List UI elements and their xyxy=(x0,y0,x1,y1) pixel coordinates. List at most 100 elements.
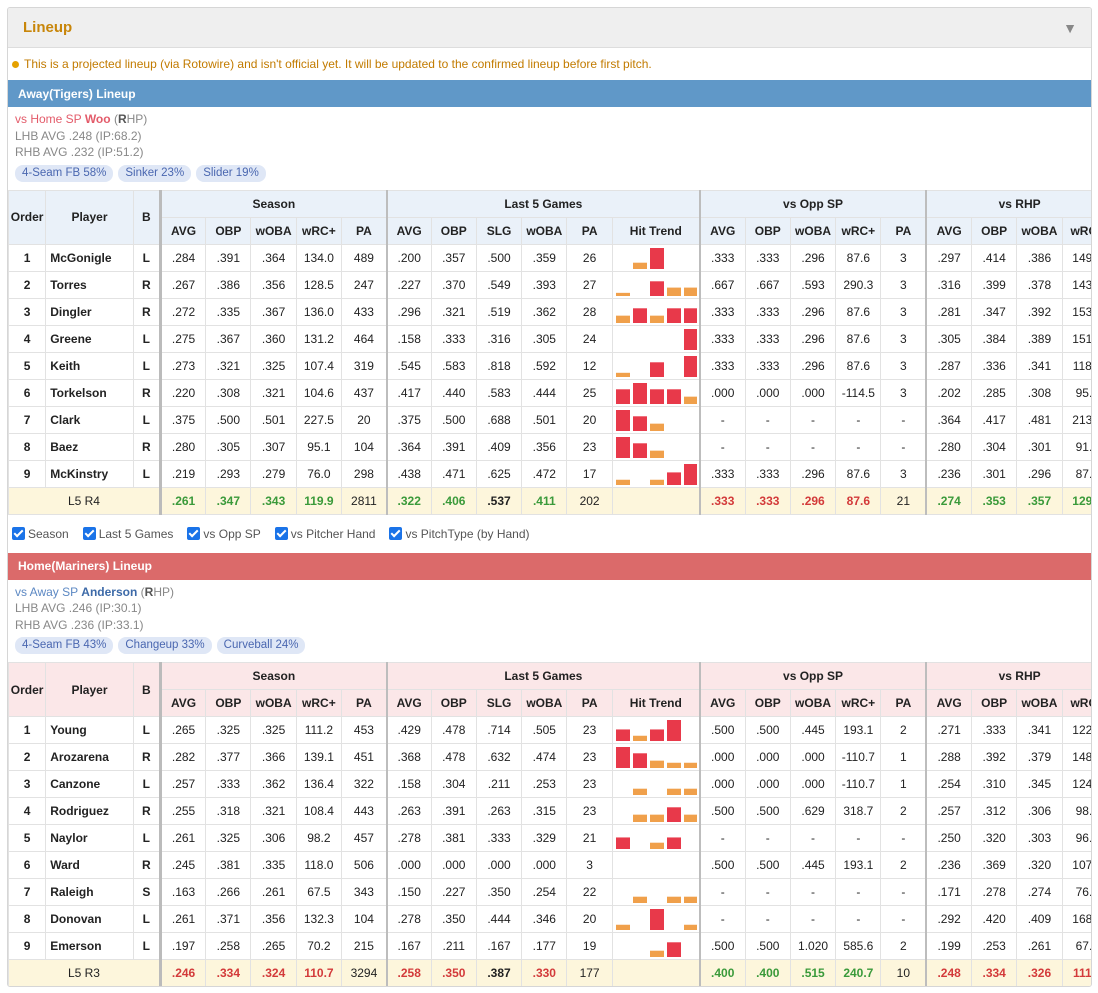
hit-trend-chart xyxy=(615,837,681,849)
player-name-link[interactable]: Baez xyxy=(45,432,134,461)
sp-vs-label: vs Home SP xyxy=(15,112,82,126)
pitch-pill[interactable]: Slider 19% xyxy=(196,164,266,182)
panel-header[interactable]: Lineup ▼ xyxy=(8,8,1091,48)
checkbox-checked-icon[interactable] xyxy=(389,527,403,540)
player-name-link[interactable]: Young xyxy=(45,716,134,744)
hand-col-header[interactable]: wRC+ xyxy=(1061,216,1091,245)
hand-col-header[interactable]: AVG xyxy=(925,216,973,245)
hand-col-header[interactable]: wRC+ xyxy=(1061,689,1091,717)
season-col-header[interactable]: OBP xyxy=(205,689,252,717)
last5-col-header[interactable]: wOBA xyxy=(521,689,568,717)
player-name-link[interactable]: Arozarena xyxy=(45,743,134,771)
player-header[interactable]: Player xyxy=(45,662,134,717)
player-header[interactable]: Player xyxy=(45,189,134,245)
vs-hand-group-header: vs RHP xyxy=(925,662,1091,690)
last5-col-header[interactable]: PA xyxy=(566,216,613,245)
column-toggle[interactable]: vs PitchType (by Hand) xyxy=(389,527,530,541)
collapse-triangle-icon[interactable]: ▼ xyxy=(1063,19,1077,36)
player-name-link[interactable]: Emerson xyxy=(45,932,134,960)
last5-col-header[interactable]: AVG xyxy=(385,216,432,245)
order-header[interactable]: Order xyxy=(8,189,47,245)
opp-col-header[interactable]: OBP xyxy=(744,216,791,245)
column-toggle[interactable]: vs Pitcher Hand xyxy=(274,527,375,541)
hit-trend-cell xyxy=(611,716,701,744)
opp-col-header[interactable]: AVG xyxy=(698,689,746,717)
last5-col-header[interactable]: Hit Trend xyxy=(611,216,701,245)
season-col-header[interactable]: OBP xyxy=(205,216,252,245)
hit-trend-bar xyxy=(632,382,647,404)
opp-col-header[interactable]: OBP xyxy=(744,689,791,717)
hand-col-header[interactable]: OBP xyxy=(971,216,1018,245)
opp-col-header[interactable]: PA xyxy=(880,216,927,245)
player-name-link[interactable]: Dingler xyxy=(45,297,134,326)
sp-name-link[interactable]: Woo xyxy=(84,112,111,126)
last5-col-header[interactable]: wOBA xyxy=(521,216,568,245)
pitch-pill[interactable]: Curveball 24% xyxy=(216,637,306,654)
hand-col-header[interactable]: wOBA xyxy=(1016,216,1063,245)
opp-stat-cell: - xyxy=(835,905,882,933)
checkbox-checked-icon[interactable] xyxy=(274,527,288,540)
opp-col-header[interactable]: PA xyxy=(880,689,927,717)
last5-stat-cell: .333 xyxy=(430,324,477,353)
player-name-link[interactable]: Canzone xyxy=(45,770,134,798)
last5-col-header[interactable]: OBP xyxy=(430,216,477,245)
pitch-pill[interactable]: 4-Seam FB 58% xyxy=(15,164,114,182)
column-toggle[interactable]: Last 5 Games xyxy=(82,527,173,541)
bats-header[interactable]: B xyxy=(132,189,161,245)
bats-header[interactable]: B xyxy=(132,662,161,717)
season-stat-cell: .261 xyxy=(158,905,207,933)
player-name-link[interactable]: Donovan xyxy=(45,905,134,933)
checkbox-checked-icon[interactable] xyxy=(12,527,25,540)
hand-col-header[interactable]: OBP xyxy=(971,689,1018,717)
last5-col-header[interactable]: AVG xyxy=(385,689,432,717)
season-stat-cell: .245 xyxy=(158,851,207,879)
table-row: 9 McKinstry L .219.293.279 76.0 298.438.471.6… xyxy=(8,459,1091,488)
player-name-link[interactable]: McGonigle xyxy=(45,243,134,272)
checkbox-checked-icon[interactable] xyxy=(82,527,96,540)
last5-col-header[interactable]: OBP xyxy=(430,689,477,717)
season-col-header[interactable]: wRC+ xyxy=(295,689,343,717)
player-name-link[interactable]: Rodriguez xyxy=(45,797,134,825)
opp-col-header[interactable]: wRC+ xyxy=(835,216,882,245)
pitch-pill[interactable]: Sinker 23% xyxy=(118,164,192,182)
opp-stat-cell: .445 xyxy=(789,851,837,879)
opp-stat-cell: - xyxy=(789,824,837,852)
opp-col-header[interactable]: wOBA xyxy=(789,216,837,245)
last5-col-header[interactable]: Hit Trend xyxy=(611,689,701,717)
opp-col-header[interactable]: wOBA xyxy=(789,689,837,717)
player-name-link[interactable]: Ward xyxy=(45,851,134,879)
hit-trend-bar xyxy=(649,729,664,741)
season-col-header[interactable]: wRC+ xyxy=(295,216,343,245)
season-col-header[interactable]: AVG xyxy=(158,216,207,245)
column-toggle[interactable]: vs Opp SP xyxy=(187,527,261,541)
opp-col-header[interactable]: AVG xyxy=(698,216,746,245)
pitch-pill[interactable]: 4-Seam FB 43% xyxy=(15,637,114,654)
season-col-header[interactable]: wOBA xyxy=(250,689,297,717)
player-name-link[interactable]: Torres xyxy=(45,270,134,299)
checkbox-checked-icon[interactable] xyxy=(187,527,201,540)
season-col-header[interactable]: AVG xyxy=(158,689,207,717)
season-col-header[interactable]: wOBA xyxy=(250,216,297,245)
pitch-mix: 4-Seam FB 58% Sinker 23% Slider 19% xyxy=(15,164,1084,182)
last5-col-header[interactable]: SLG xyxy=(475,216,523,245)
hand-col-header[interactable]: wOBA xyxy=(1016,689,1063,717)
season-col-header[interactable]: PA xyxy=(341,216,388,245)
player-name-link[interactable]: Clark xyxy=(45,405,134,434)
order-header[interactable]: Order xyxy=(8,662,47,717)
player-name-link[interactable]: Torkelson xyxy=(45,378,134,407)
last5-col-header[interactable]: PA xyxy=(566,689,613,717)
player-name-link[interactable]: McKinstry xyxy=(45,459,134,488)
pitch-pill[interactable]: Changeup 33% xyxy=(118,637,212,654)
column-toggle[interactable]: Season xyxy=(12,527,69,541)
player-name-link[interactable]: Greene xyxy=(45,324,134,353)
table-row: 4 Rodriguez R .255.318.321 108.4 443.263.391.… xyxy=(8,797,1091,825)
opp-col-header[interactable]: wRC+ xyxy=(835,689,882,717)
last5-stat-cell: .364 xyxy=(385,432,432,461)
player-name-link[interactable]: Raleigh xyxy=(45,878,134,906)
sp-name-link[interactable]: Anderson xyxy=(81,584,138,599)
hand-col-header[interactable]: AVG xyxy=(925,689,973,717)
player-name-link[interactable]: Keith xyxy=(45,351,134,380)
player-name-link[interactable]: Naylor xyxy=(45,824,134,852)
last5-col-header[interactable]: SLG xyxy=(475,689,523,717)
season-col-header[interactable]: PA xyxy=(341,689,388,717)
